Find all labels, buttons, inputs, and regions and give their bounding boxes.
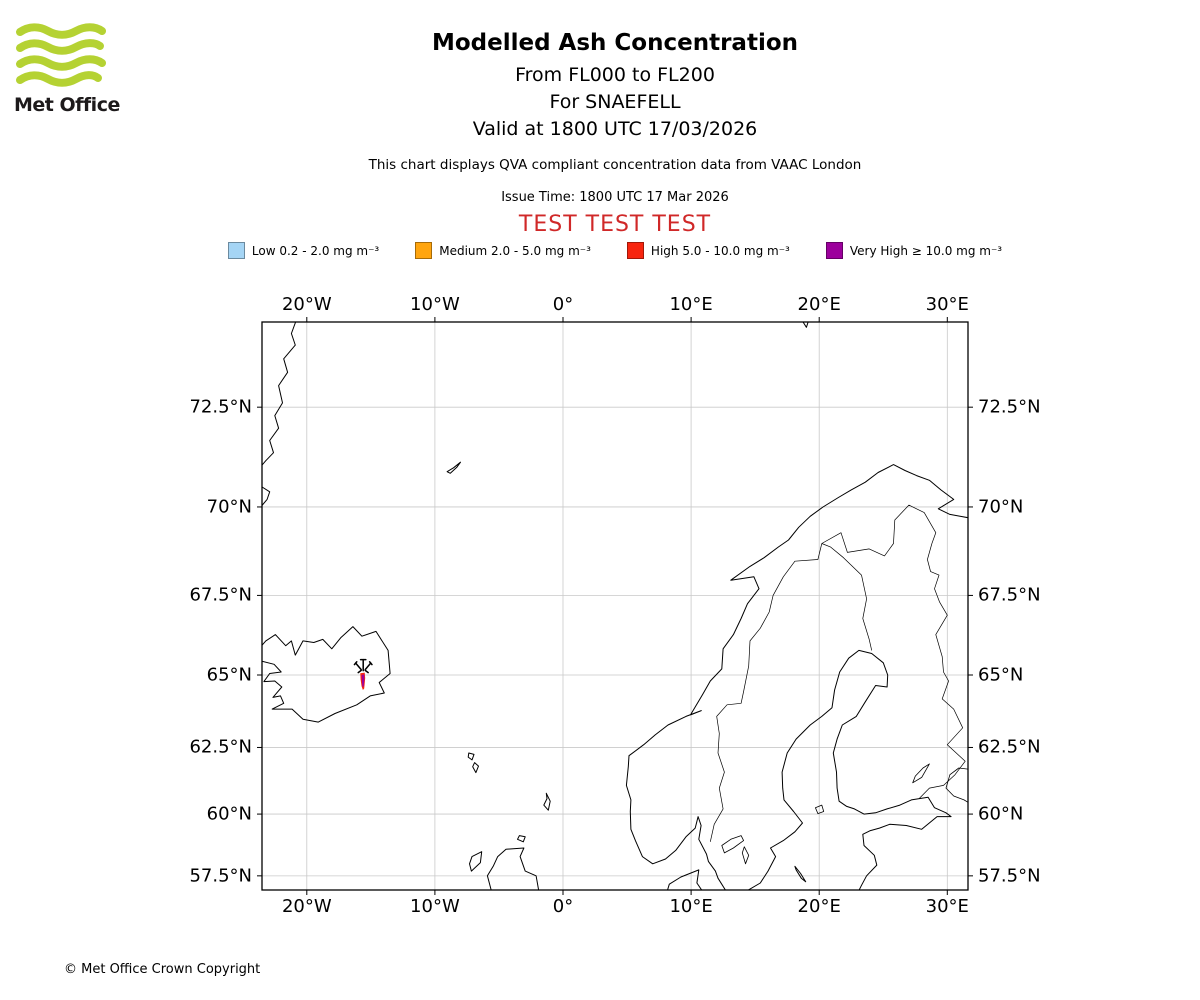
- lon-tick-label-top: 20°W: [281, 294, 332, 315]
- coastline-jan-mayen: [446, 461, 461, 474]
- lat-tick-label-left: 60°N: [206, 803, 252, 825]
- subtitle-valid-time: Valid at 1800 UTC 17/03/2026: [472, 118, 758, 140]
- volcano-marker-icon: [353, 658, 373, 674]
- chart-title: Modelled Ash Concentration: [431, 30, 799, 56]
- legend: Low 0.2 - 2.0 mg m⁻³ Medium 2.0 - 5.0 mg …: [30, 242, 1200, 259]
- met-office-logo-text: Met Office: [14, 94, 120, 116]
- coastline-faroe-south: [472, 762, 479, 774]
- border-norway-sweden: [709, 543, 823, 842]
- coastline-iceland: [262, 626, 391, 723]
- met-office-waves-icon: [16, 23, 106, 87]
- lat-tick-label-left: 62.5°N: [189, 736, 252, 758]
- lat-tick-label-left: 65°N: [206, 664, 252, 686]
- chart-subtitles: From FL000 to FL200 For SNAEFELL Valid a…: [30, 62, 1200, 143]
- legend-item-medium: Medium 2.0 - 5.0 mg m⁻³: [415, 242, 591, 259]
- coastline-gotland: [794, 865, 807, 883]
- subtitle-volcano: For SNAEFELL: [549, 91, 681, 113]
- lon-tick-label-top: 20°E: [797, 294, 841, 315]
- lake-aland: [815, 804, 825, 814]
- lat-tick-label-right: 57.5°N: [978, 865, 1041, 887]
- lake-saimaa: [912, 763, 930, 784]
- coastline-bear-island: [802, 322, 809, 328]
- lat-tick-label-right: 65°N: [978, 664, 1024, 686]
- legend-label-very-high: Very High ≥ 10.0 mg m⁻³: [849, 243, 1003, 258]
- map-layers: [262, 322, 968, 890]
- legend-swatch-low: [227, 242, 245, 259]
- border-finland-russia: [918, 543, 966, 799]
- coastline-denmark-jutland: [667, 869, 703, 890]
- lon-tick-label-bottom: 20°E: [797, 896, 841, 917]
- legend-swatch-medium: [415, 242, 433, 259]
- coastline-orkney: [517, 835, 526, 843]
- coastline-greenland-east: [262, 322, 297, 466]
- issue-time: Issue Time: 1800 UTC 17 Mar 2026: [501, 190, 729, 205]
- coastline-shetland: [543, 792, 551, 811]
- coastline-scotland: [486, 847, 540, 890]
- legend-label-low: Low 0.2 - 2.0 mg m⁻³: [251, 243, 380, 258]
- lon-tick-label-bottom: 20°W: [281, 896, 332, 917]
- legend-item-very-high: Very High ≥ 10.0 mg m⁻³: [825, 242, 1003, 259]
- lat-tick-label-left: 57.5°N: [189, 865, 252, 887]
- copyright-notice: © Met Office Crown Copyright: [64, 962, 261, 977]
- border-norway-finland: [821, 504, 937, 557]
- border-sweden-finland: [821, 543, 873, 651]
- subtitle-flight-levels: From FL000 to FL200: [515, 64, 715, 86]
- coastline-baltic-bothnia: [747, 649, 952, 890]
- lon-tick-label-top: 10°E: [669, 294, 713, 315]
- lat-tick-label-left: 72.5°N: [189, 396, 252, 418]
- lat-tick-label-right: 62.5°N: [978, 736, 1041, 758]
- coastline-scandinavia-west-north: [625, 464, 968, 890]
- lon-tick-label-top: 30°E: [925, 294, 969, 315]
- lat-tick-label-left: 70°N: [206, 496, 252, 518]
- lon-tick-label-bottom: 10°E: [669, 896, 713, 917]
- met-office-logo: Met Office: [14, 22, 124, 116]
- qva-description: This chart displays QVA compliant concen…: [368, 157, 862, 173]
- legend-swatch-high: [626, 242, 644, 259]
- legend-label-high: High 5.0 - 10.0 mg m⁻³: [650, 243, 790, 258]
- legend-label-medium: Medium 2.0 - 5.0 mg m⁻³: [439, 243, 591, 258]
- lon-tick-label-bottom: 30°E: [925, 896, 969, 917]
- lat-tick-label-right: 60°N: [978, 803, 1024, 825]
- coastline-faroe-north: [467, 752, 475, 761]
- lon-tick-label-top: 0°: [552, 294, 574, 315]
- legend-swatch-very-high: [825, 242, 843, 259]
- lon-tick-label-bottom: 10°W: [410, 896, 460, 917]
- ash-polygon-1: [361, 674, 365, 687]
- lake-vattern: [741, 846, 750, 865]
- lon-tick-label-bottom: 0°: [552, 896, 574, 917]
- map-canvas: [257, 317, 973, 895]
- lat-tick-label-right: 72.5°N: [978, 396, 1041, 418]
- lat-tick-label-right: 70°N: [978, 496, 1024, 518]
- lat-tick-label-left: 67.5°N: [189, 584, 252, 606]
- legend-item-low: Low 0.2 - 2.0 mg m⁻³: [227, 242, 380, 259]
- legend-item-high: High 5.0 - 10.0 mg m⁻³: [626, 242, 790, 259]
- test-banner: TEST TEST TEST: [518, 212, 712, 237]
- coastline-hebrides: [469, 851, 483, 872]
- coastline-greenland-scoresby: [262, 486, 271, 507]
- lake-vanern: [721, 835, 744, 854]
- lon-tick-label-top: 10°W: [410, 294, 460, 315]
- lat-tick-label-right: 67.5°N: [978, 584, 1041, 606]
- lake-ladoga-west: [945, 767, 968, 803]
- map-frame: [261, 321, 969, 891]
